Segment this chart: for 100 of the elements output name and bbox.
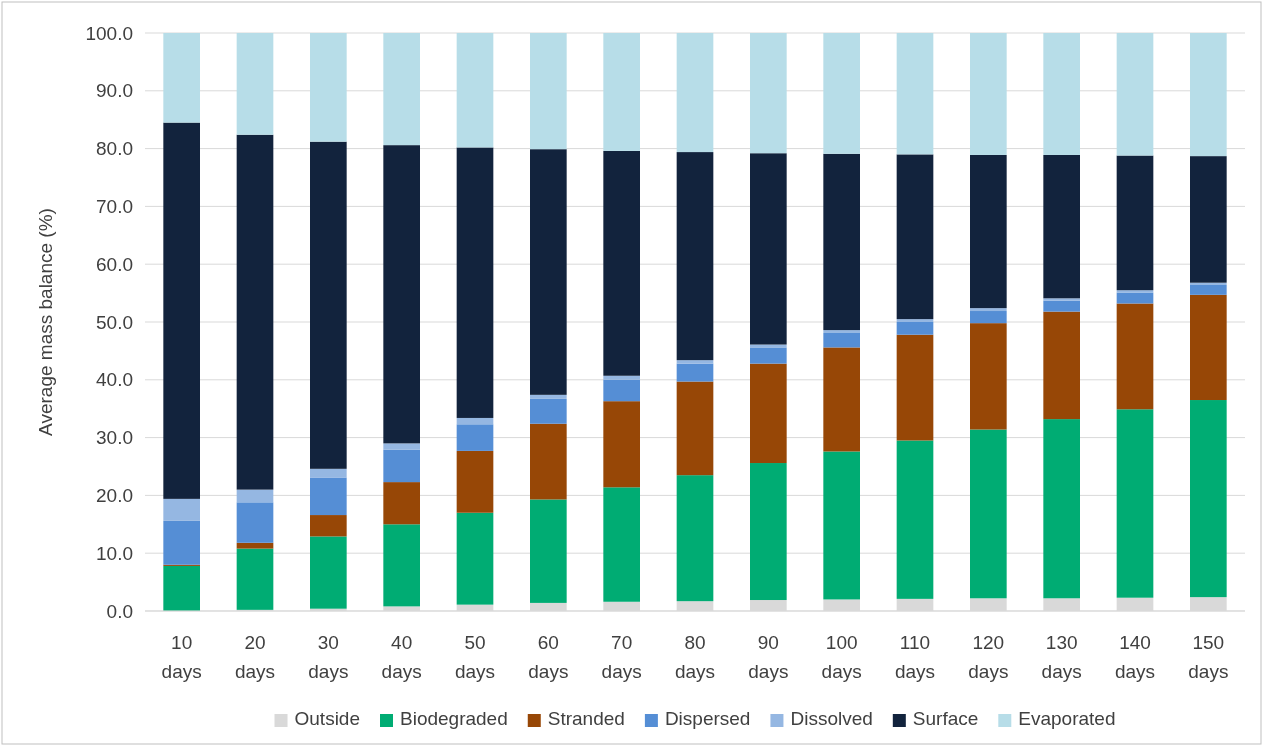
x-tick-label: 150 days [1188, 632, 1229, 683]
y-axis-title: Average mass balance (%) [35, 208, 56, 436]
bar [603, 379, 640, 402]
y-tick-label: 40.0 [96, 369, 133, 391]
bar [163, 520, 200, 565]
bar [1116, 409, 1154, 598]
bar [310, 477, 347, 516]
bar [456, 512, 494, 605]
x-tick-label: 40 days [381, 632, 422, 683]
y-tick-label: 10.0 [96, 542, 133, 564]
bar [750, 347, 787, 364]
bar [823, 330, 860, 333]
bar [1190, 285, 1227, 295]
y-tick-label: 70.0 [96, 195, 133, 217]
bar [236, 33, 274, 135]
bar [236, 502, 274, 543]
bar [1190, 294, 1227, 401]
bar [603, 33, 640, 151]
bar [310, 468, 347, 478]
bar [970, 323, 1007, 430]
bar [163, 122, 200, 499]
bar [603, 401, 640, 488]
y-tick-label: 60.0 [96, 253, 133, 275]
bar [456, 417, 494, 425]
bar [163, 498, 200, 521]
bar [1116, 155, 1154, 291]
bar [1190, 156, 1227, 283]
x-tick-label: 100 days [821, 632, 862, 683]
bar [530, 398, 567, 424]
x-tick-label: 50 days [454, 632, 496, 683]
bar [823, 153, 860, 331]
bar [676, 475, 714, 602]
bar [1116, 290, 1154, 293]
bar [896, 319, 934, 322]
bar [456, 147, 494, 418]
bar [236, 548, 274, 610]
bar [676, 152, 714, 361]
bar [310, 141, 347, 469]
x-tick-label: 60 days [528, 632, 569, 683]
bar [310, 33, 347, 142]
bar [1043, 154, 1080, 299]
bar [1043, 311, 1080, 420]
bar [530, 499, 567, 603]
bar [236, 542, 274, 549]
bar [896, 440, 934, 599]
bar [456, 424, 494, 451]
bar [823, 451, 860, 600]
y-tick-label: 100.0 [85, 22, 133, 44]
bar [383, 33, 420, 146]
bar [896, 33, 934, 155]
bar [1043, 300, 1080, 312]
bar [383, 482, 420, 525]
bar [676, 33, 714, 153]
x-tick-label: 80 days [674, 632, 716, 683]
bar [823, 33, 860, 154]
bar [1043, 419, 1080, 599]
y-tick-label: 0.0 [106, 600, 133, 622]
bar [530, 33, 567, 150]
bar [1116, 303, 1154, 410]
legend-label: Dissolved [790, 708, 873, 729]
bar [1116, 292, 1154, 304]
bar [750, 33, 787, 154]
legend-label: Dispersed [664, 708, 751, 729]
y-tick-label: 90.0 [96, 80, 133, 102]
bar [970, 311, 1007, 324]
bar [896, 334, 934, 441]
x-tick-label: 90 days [748, 632, 789, 683]
bar [970, 154, 1007, 309]
bar [676, 360, 714, 364]
bar [823, 332, 860, 348]
y-tick-label: 20.0 [96, 484, 133, 506]
y-tick-label: 50.0 [96, 311, 133, 333]
bar [163, 33, 200, 123]
x-tick-label: 10 days [161, 632, 202, 683]
bar [896, 322, 934, 335]
y-tick-label: 30.0 [96, 427, 133, 449]
y-tick-label: 80.0 [96, 138, 133, 160]
bar [603, 487, 640, 602]
legend-label: Outside [294, 708, 360, 729]
bar [603, 375, 640, 380]
bar [676, 381, 714, 476]
bar [310, 536, 347, 609]
bar [896, 154, 934, 320]
bar [236, 489, 274, 503]
legend-label: Biodegraded [400, 708, 508, 729]
bar [1043, 33, 1080, 155]
x-tick-label: 120 days [968, 632, 1009, 683]
x-tick-label: 30 days [308, 632, 349, 683]
x-tick-label: 110 days [894, 632, 936, 683]
bar [750, 363, 787, 464]
x-tick-label: 130 days [1041, 632, 1082, 683]
legend-label: Evaporated [1018, 708, 1116, 729]
bar [383, 145, 420, 444]
bar [970, 429, 1007, 599]
bar [530, 423, 567, 500]
x-tick-label: 140 days [1114, 632, 1156, 683]
bar [456, 450, 494, 513]
bar [1190, 33, 1227, 157]
bar [1116, 33, 1154, 156]
bar [530, 394, 567, 399]
